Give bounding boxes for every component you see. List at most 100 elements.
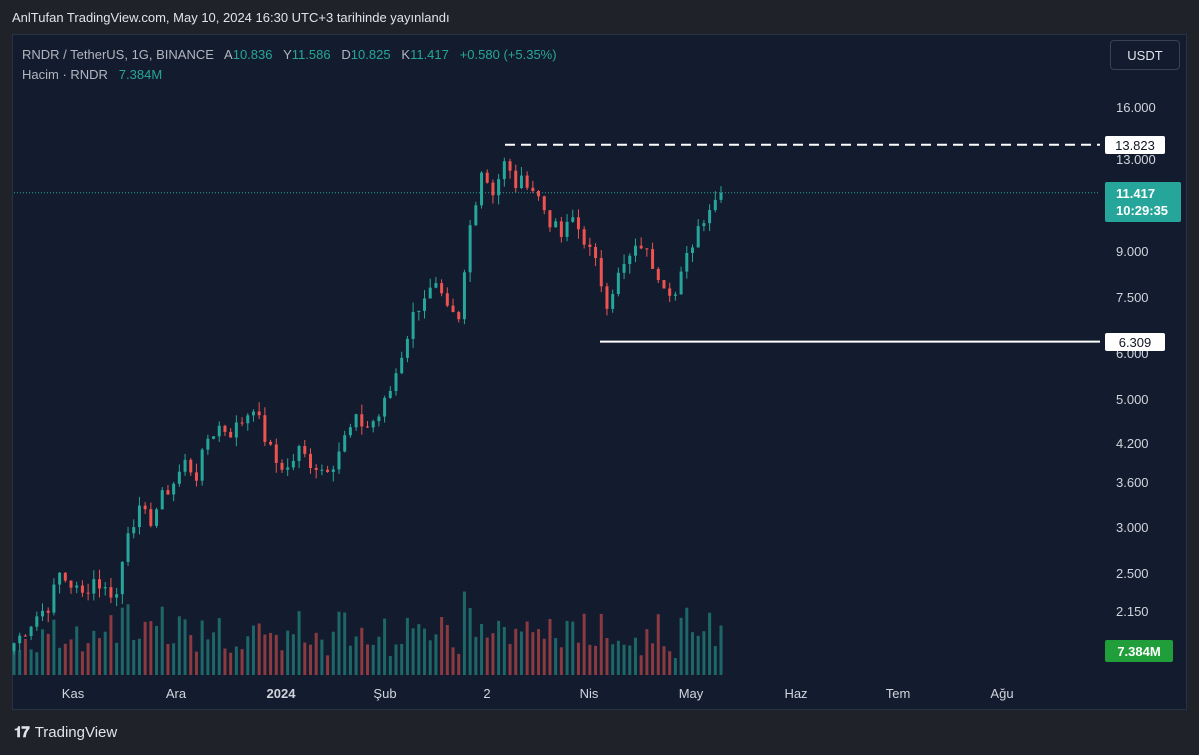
currency-button[interactable]: USDT (1110, 40, 1180, 70)
candle-body (633, 245, 637, 256)
volume-bar (229, 652, 233, 675)
volume-bar (206, 639, 210, 675)
candle-body (445, 293, 449, 306)
candle-body (696, 226, 700, 248)
volume-bar (388, 656, 392, 675)
volume-legend: Hacim · RNDR 7.384M (22, 67, 162, 82)
volume-badge: 7.384M (1105, 640, 1173, 662)
volume-bar (423, 628, 427, 675)
volume-bar (200, 620, 204, 675)
candle-body (679, 271, 683, 295)
candle-body (86, 592, 90, 594)
candle-body (23, 635, 27, 637)
candle-body (348, 427, 352, 436)
candle-body (405, 338, 409, 358)
volume-bar (132, 639, 136, 675)
candle-body (366, 426, 369, 428)
volume-bar (508, 644, 512, 675)
candle-body (246, 415, 250, 424)
candle-body (394, 373, 398, 391)
candle-body (52, 584, 56, 613)
candle-body (274, 444, 278, 463)
volume-bar (366, 644, 369, 675)
candle-body (314, 468, 318, 470)
volume-bar (400, 643, 404, 675)
volume-bar (514, 628, 518, 675)
volume-bar (126, 604, 130, 675)
candle-body (428, 287, 432, 299)
volume-bar (98, 638, 102, 675)
volume-bar (52, 619, 56, 675)
candle-body (588, 244, 592, 248)
candle-body (565, 221, 569, 237)
tradingview-logo[interactable]: 𝟏𝟕 TradingView (14, 724, 117, 741)
candle-body (645, 248, 649, 250)
candle-body (63, 572, 67, 581)
volume-bar (240, 649, 244, 675)
time-tick: Nis (579, 686, 599, 701)
volume-bar (668, 651, 672, 675)
candle-body (377, 416, 381, 422)
candle-body (331, 469, 335, 472)
candle-body (673, 294, 677, 296)
volume-bar (645, 629, 649, 675)
price-tick: 16.000 (1116, 100, 1156, 115)
volume-bar (69, 639, 73, 675)
volume-bar (115, 642, 119, 675)
price-tick: 4.200 (1116, 435, 1149, 451)
candle-body (103, 587, 107, 589)
volume-bar (451, 647, 455, 675)
volume-bar (354, 636, 358, 675)
candle-body (132, 527, 136, 534)
volume-bar (690, 632, 694, 675)
volume-bar (468, 607, 472, 675)
candle-body (194, 472, 198, 481)
volume-bar (18, 650, 22, 675)
candle-body (109, 587, 113, 598)
volume-bar (434, 634, 438, 675)
candle-body (571, 217, 575, 222)
candle-body (502, 161, 506, 180)
volume-bar (297, 611, 301, 675)
volume-value: 7.384M (118, 67, 163, 82)
volume-bar (599, 613, 603, 675)
volume-bar (189, 634, 193, 675)
volume-bar (269, 632, 273, 675)
candle-body (462, 272, 466, 320)
resistance-level-badge: 13.823 (1105, 136, 1165, 154)
candle-body (291, 460, 295, 468)
volume-bar (41, 629, 45, 675)
candle-body (491, 182, 495, 196)
volume-bar (708, 612, 712, 675)
volume-bar (411, 628, 415, 675)
price-tick: 5.000 (1116, 392, 1149, 408)
candle-body (229, 431, 233, 438)
candle-body (434, 283, 438, 288)
volume-bar (673, 658, 677, 675)
last-price-value: 11.417 (1116, 186, 1156, 201)
candle-body (616, 272, 620, 295)
candle-body (611, 294, 615, 309)
support-level-badge: 6.309 (1105, 333, 1165, 351)
volume-bar (491, 633, 495, 675)
volume-bar (394, 644, 398, 675)
volume-bar (565, 620, 569, 675)
volume-bar (611, 644, 615, 675)
candle-body (251, 411, 255, 416)
open-value: 10.836 (232, 47, 273, 62)
volume-bar (58, 647, 62, 675)
candle-body (263, 415, 267, 442)
candle-body (58, 572, 62, 585)
volume-bar (80, 651, 84, 675)
candle-body (297, 446, 301, 461)
chart-area[interactable] (12, 34, 1187, 710)
candle-body (514, 170, 518, 188)
volume-bar (582, 613, 586, 675)
candle-body (651, 249, 655, 269)
volume-bar (314, 632, 318, 675)
volume-bar (326, 655, 330, 675)
candle-body (668, 288, 672, 296)
volume-bar (497, 620, 501, 675)
volume-bar (633, 637, 637, 675)
candle-body (708, 210, 712, 224)
